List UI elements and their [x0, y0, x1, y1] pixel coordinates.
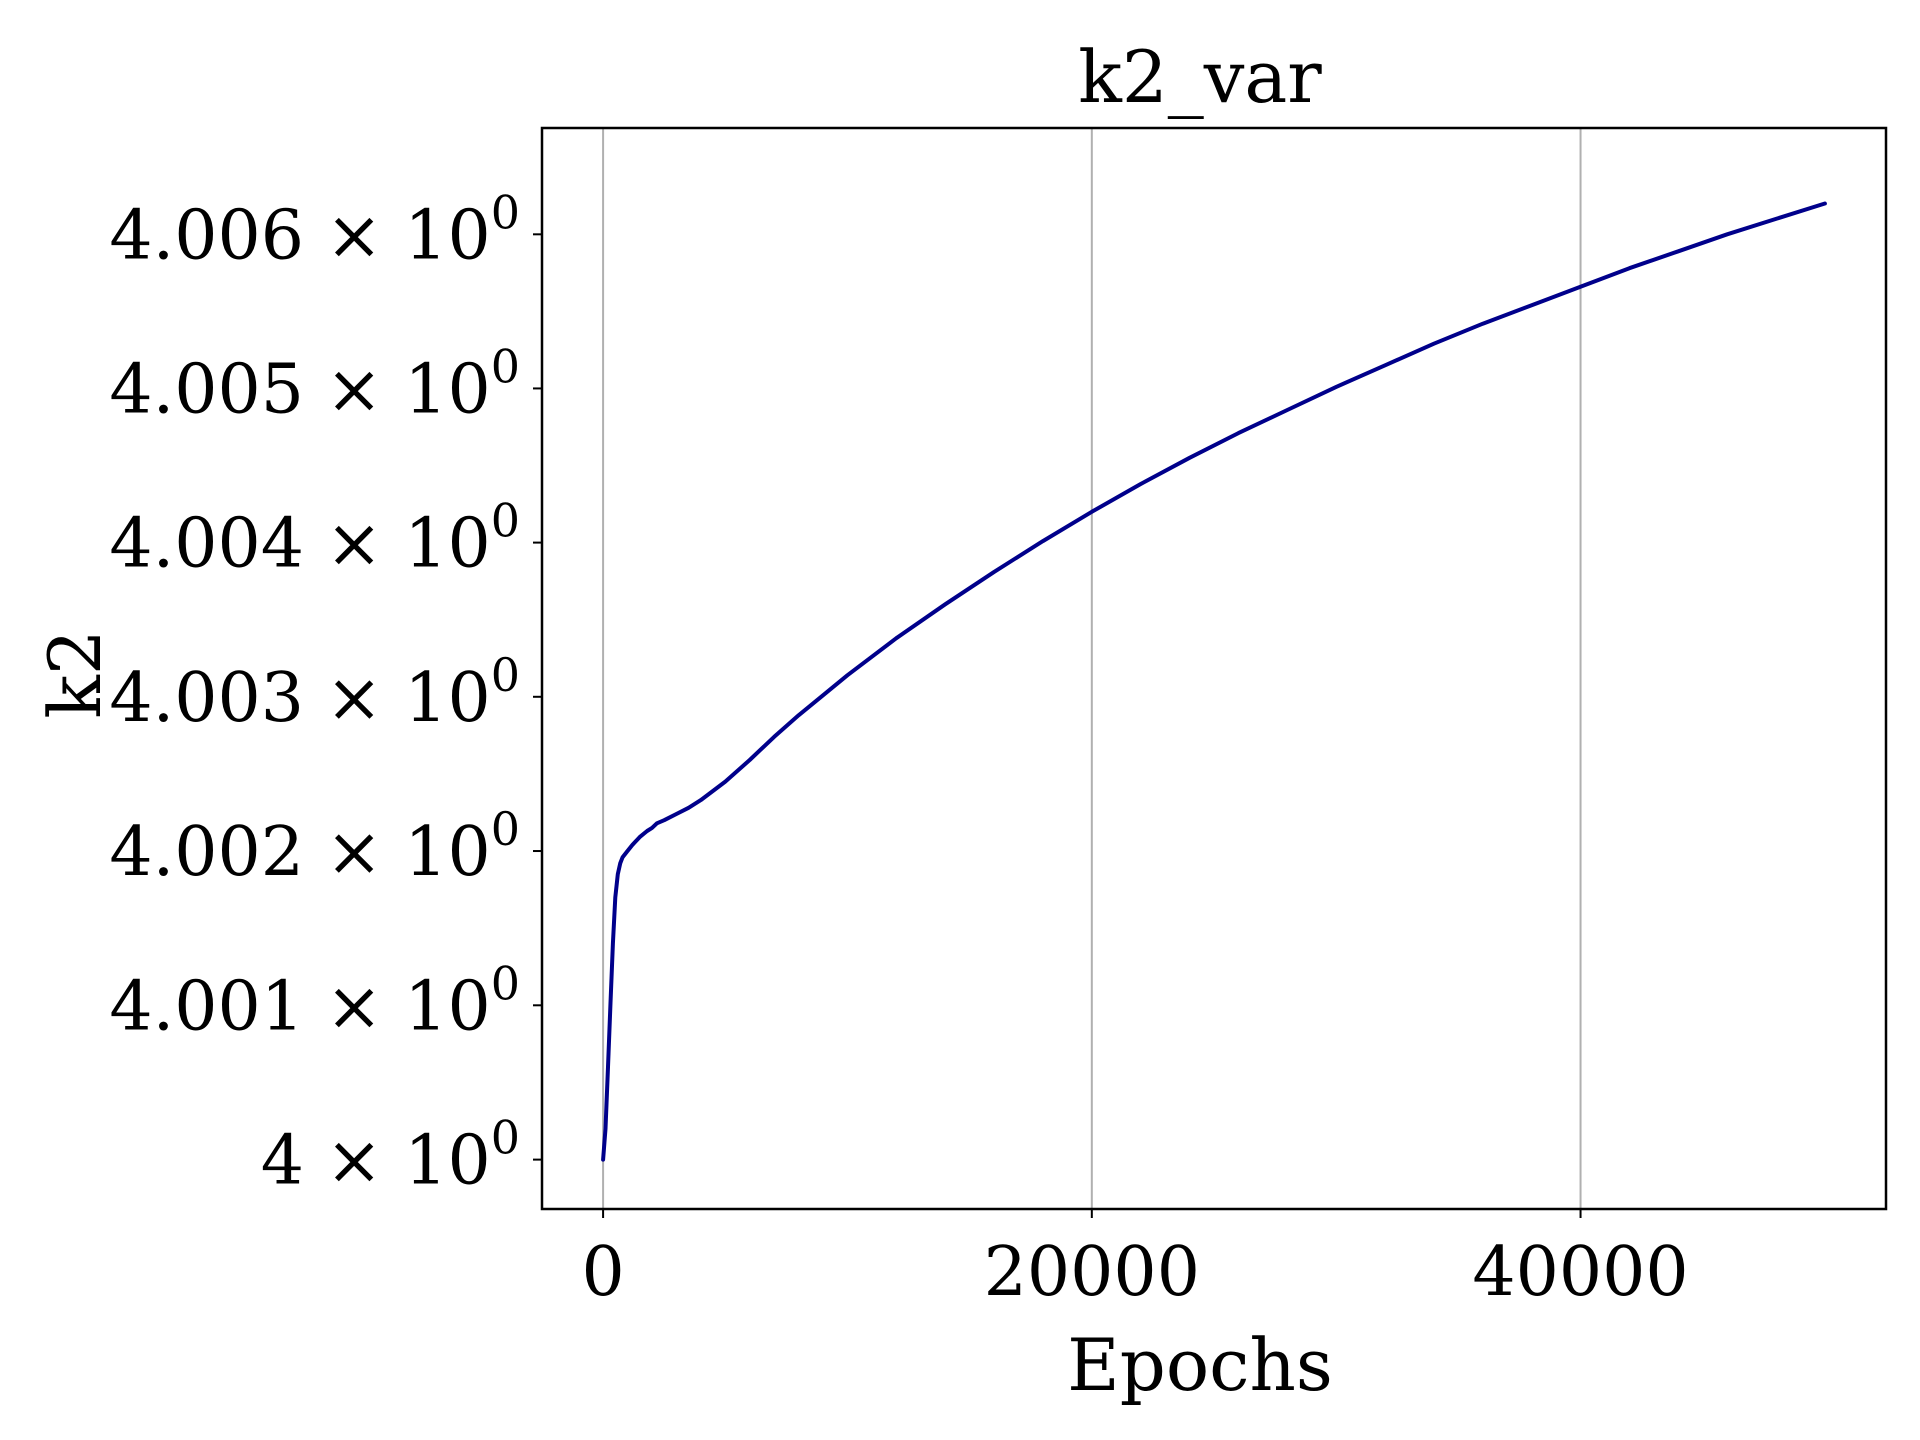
y-tick-label-1: 4.001 × 100	[109, 956, 520, 1046]
series-layer	[601, 201, 1827, 1162]
x-tick-label-0: 0	[581, 1233, 624, 1312]
grid-layer	[602, 128, 1582, 1209]
x-tick-layer: 0 20000 40000	[581, 1209, 1689, 1312]
x-tick-label-2: 40000	[1472, 1233, 1688, 1312]
plot-frame	[540, 126, 1888, 1211]
y-tick-label-6: 4.006 × 100	[109, 185, 520, 275]
chart-title: k2_var	[1078, 35, 1322, 119]
y-tick-label-3: 4.003 × 100	[109, 648, 520, 738]
y-tick-layer: 4 × 100 4.001 × 100 4.002 × 100 4.003 × 100…	[109, 185, 542, 1201]
y-tick-label-0: 4 × 100	[261, 1111, 520, 1201]
y-tick-label-2: 4.002 × 100	[109, 802, 520, 892]
x-tick-label-1: 20000	[984, 1233, 1200, 1312]
series-line-0	[601, 201, 1827, 1162]
y-tick-label-4: 4.004 × 100	[109, 494, 520, 584]
y-tick-label-5: 4.005 × 100	[109, 339, 520, 429]
y-axis-title: k2	[33, 629, 117, 718]
x-axis-title: Epochs	[1067, 1323, 1333, 1407]
